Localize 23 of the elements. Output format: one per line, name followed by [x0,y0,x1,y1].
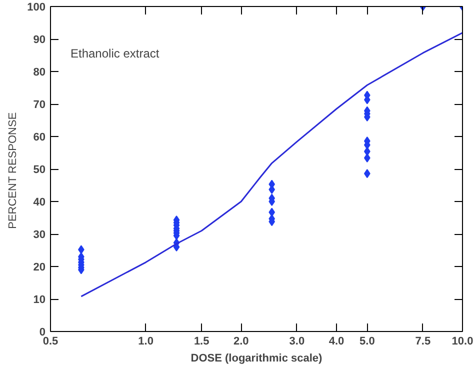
y-tick-label: 20 [33,262,46,274]
y-tick-label: 50 [33,164,46,176]
x-tick-label: 7.5 [415,336,431,348]
y-tick-label: 70 [33,99,46,111]
x-tick-label: 2.0 [234,336,249,348]
x-tick-label: 3.0 [289,336,305,348]
x-tick-label: 5.0 [360,336,375,348]
x-axis-title: DOSE (logarithmic scale) [190,352,323,364]
annotation: Ethanolic extract [70,46,160,60]
y-tick-label: 0 [39,326,46,338]
y-tick-label: 30 [33,229,46,241]
y-tick-label: 10 [33,294,46,306]
y-tick-label: 80 [33,66,46,78]
y-tick-label: 90 [33,34,46,46]
x-tick-label: 4.0 [328,336,344,348]
x-tick-label: 1.5 [194,336,210,348]
y-tick-label: 60 [33,132,46,144]
y-axis-title: PERCENT RESPONSE [7,112,20,229]
x-tick-label: 1.0 [138,336,154,348]
x-tick-label: 0.5 [42,336,58,348]
y-tick-label: 40 [33,196,46,208]
x-tick-label: 10.0 [452,336,474,348]
y-tick-label: 100 [27,2,46,14]
